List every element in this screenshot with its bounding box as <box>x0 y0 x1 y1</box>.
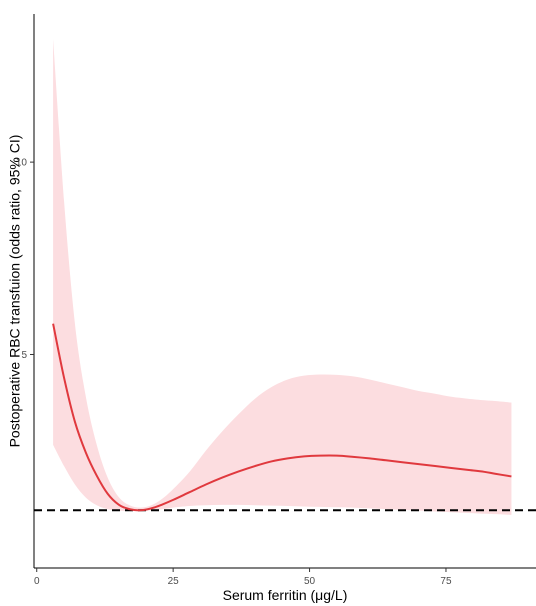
axes: 0 25 50 75 5 10 <box>16 14 536 587</box>
y-tick-label: 5 <box>21 350 27 361</box>
ci-band-layer <box>53 39 512 515</box>
x-tick-label: 25 <box>168 576 180 587</box>
x-ticks: 0 25 50 75 <box>34 568 452 587</box>
y-tick-label: 10 <box>16 158 28 169</box>
series-layer <box>52 323 512 512</box>
x-tick-label: 50 <box>304 576 316 587</box>
y-axis-title: Postoperative RBC transfuion (odds ratio… <box>7 135 23 448</box>
x-tick-label: 75 <box>440 576 452 587</box>
x-axis-title: Serum ferritin (μg/L) <box>223 587 348 603</box>
x-tick-label: 0 <box>34 576 40 587</box>
ci-band <box>53 39 512 515</box>
y-ticks: 5 10 <box>16 158 34 361</box>
series-line <box>52 323 512 512</box>
